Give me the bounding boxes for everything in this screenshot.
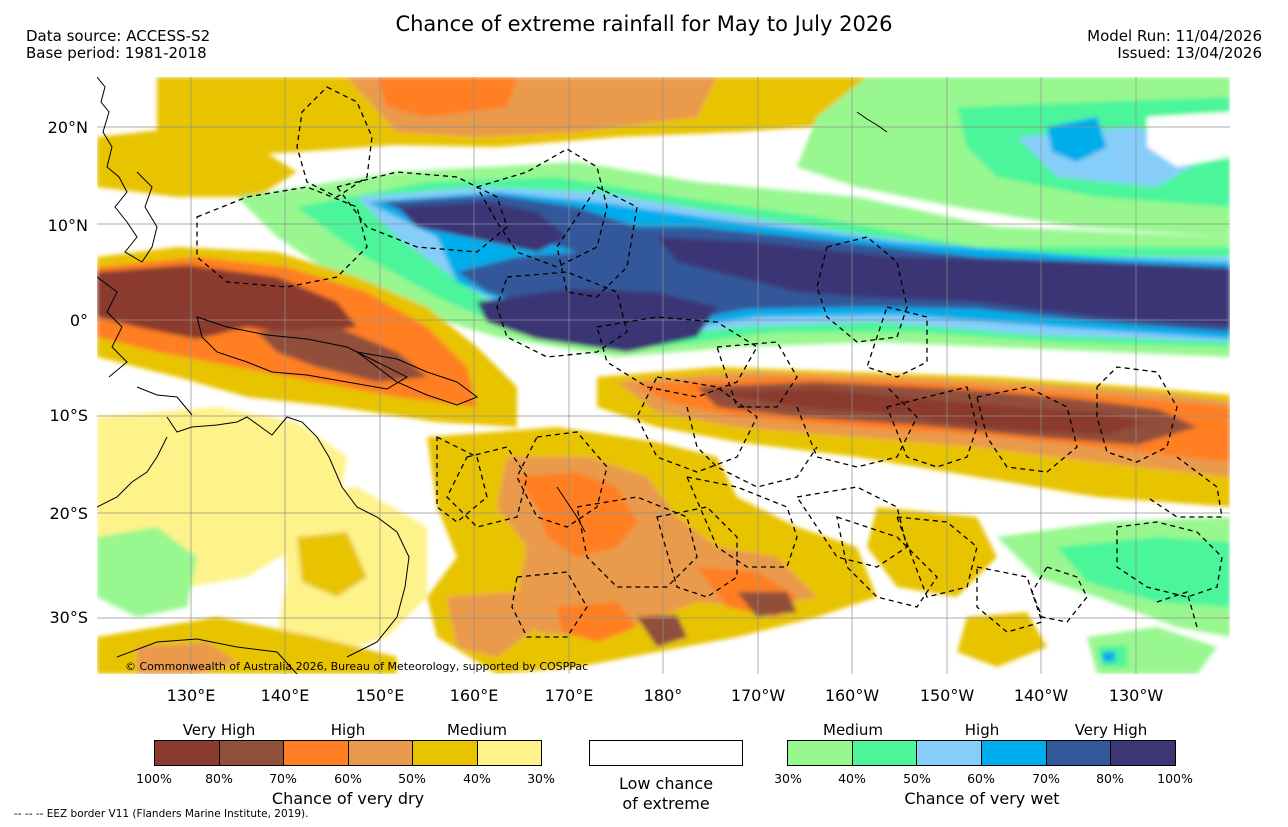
lat-label-20n: 20°N xyxy=(47,118,88,137)
dry-swatch-6 xyxy=(476,740,542,766)
wet-colorbar xyxy=(787,740,1177,766)
wet-swatch-5 xyxy=(1045,740,1112,766)
wet-category-medium: Medium xyxy=(823,721,883,739)
lon-label-140w: 140°W xyxy=(1013,686,1069,705)
rainfall-map-svg: © Commonwealth of Australia 2026, Bureau… xyxy=(97,77,1230,674)
dry-swatch-5 xyxy=(412,740,478,766)
wet-category-high: High xyxy=(964,721,1000,739)
rainfall-map: © Commonwealth of Australia 2026, Bureau… xyxy=(97,77,1230,674)
lat-label-10n: 10°N xyxy=(47,216,88,235)
low-chance-line1: Low chance xyxy=(618,774,714,793)
eez-footnote: -- -- -- EEZ border V11 (Flanders Marine… xyxy=(14,808,309,820)
dry-pct-50: 50% xyxy=(398,771,426,786)
dry-pct-70: 70% xyxy=(269,771,297,786)
dry-pct-80: 80% xyxy=(205,771,233,786)
lon-label-160e: 160°E xyxy=(449,686,499,705)
dry-category-very-high: Very High xyxy=(182,721,256,739)
wet-pct-100: 100% xyxy=(1157,771,1193,786)
data-source: Data source: ACCESS-S2 xyxy=(26,27,211,45)
lon-label-180: 180° xyxy=(643,686,683,705)
low-chance-line2: of extreme xyxy=(622,794,710,813)
dry-pct-100: 100% xyxy=(136,771,172,786)
model-run: Model Run: 11/04/2026 xyxy=(1087,27,1262,45)
lon-label-140e: 140°E xyxy=(260,686,310,705)
wet-pct-80: 80% xyxy=(1096,771,1124,786)
lon-label-150w: 150°W xyxy=(919,686,975,705)
wet-pct-50: 50% xyxy=(903,771,931,786)
coastlines xyxy=(97,77,888,674)
dry-swatch-3 xyxy=(283,740,349,766)
issued-date: Issued: 13/04/2026 xyxy=(1117,44,1262,62)
map-title: Chance of extreme rainfall for May to Ju… xyxy=(395,12,893,36)
wet-category-very-high: Very High xyxy=(1074,721,1148,739)
dry-category-high: High xyxy=(330,721,366,739)
lon-label-130w: 130°W xyxy=(1108,686,1164,705)
wet-pct-60: 60% xyxy=(967,771,995,786)
wet-swatch-2 xyxy=(851,740,918,766)
eez-borders xyxy=(196,86,1223,638)
dry-pct-60: 60% xyxy=(334,771,362,786)
lat-label-0: 0° xyxy=(69,311,88,330)
rainfall-field xyxy=(97,77,1230,674)
lon-label-170e: 170°E xyxy=(544,686,594,705)
base-period: Base period: 1981-2018 xyxy=(26,44,207,62)
header-left: Data source: ACCESS-S2 Base period: 1981… xyxy=(26,28,210,62)
dry-pct-30: 30% xyxy=(527,771,555,786)
dry-swatch-2 xyxy=(218,740,284,766)
dry-legend-title: Chance of very dry xyxy=(271,789,425,808)
low-chance-label: Low chance of extreme xyxy=(575,774,757,814)
wet-swatch-3 xyxy=(916,740,983,766)
low-chance-swatch xyxy=(589,740,743,766)
wet-pct-40: 40% xyxy=(838,771,866,786)
lon-label-130e: 130°E xyxy=(166,686,216,705)
wet-swatch-1 xyxy=(787,740,853,766)
dry-pct-40: 40% xyxy=(463,771,491,786)
lat-label-30s: 30°S xyxy=(49,608,88,627)
wet-pct-70: 70% xyxy=(1032,771,1060,786)
wet-legend-title: Chance of very wet xyxy=(904,789,1060,808)
header-right: Model Run: 11/04/2026 Issued: 13/04/2026 xyxy=(1087,28,1262,62)
wet-swatch-4 xyxy=(981,740,1047,766)
lon-label-170w: 170°W xyxy=(730,686,786,705)
lat-label-10s: 10°S xyxy=(49,406,88,425)
lat-label-20s: 20°S xyxy=(49,504,88,523)
dry-category-medium: Medium xyxy=(447,721,507,739)
lon-label-150e: 150°E xyxy=(355,686,405,705)
wet-pct-30: 30% xyxy=(774,771,802,786)
dry-swatch-1 xyxy=(154,740,220,766)
copyright-notice: © Commonwealth of Australia 2026, Bureau… xyxy=(125,660,588,673)
wet-swatch-6 xyxy=(1110,740,1177,766)
lon-label-160w: 160°W xyxy=(824,686,880,705)
dry-swatch-4 xyxy=(347,740,413,766)
dry-colorbar xyxy=(154,740,542,766)
grid-lines xyxy=(97,77,1230,674)
